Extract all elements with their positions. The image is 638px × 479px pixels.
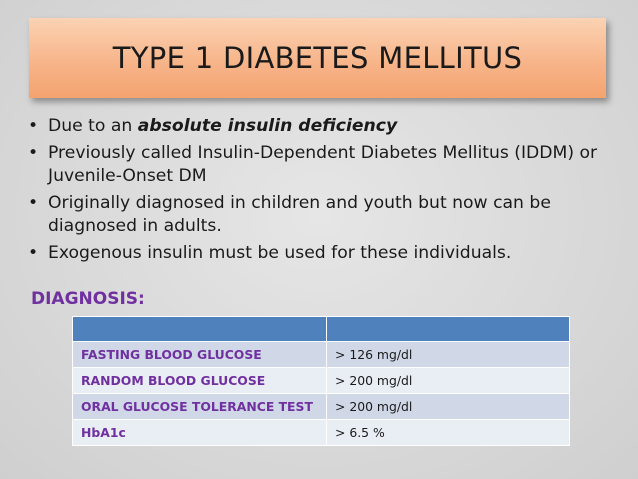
table-row: HbA1c > 6.5 % xyxy=(72,419,570,446)
table-row: FASTING BLOOD GLUCOSE > 126 mg/dl xyxy=(72,341,570,368)
test-value-cell: > 200 mg/dl xyxy=(326,367,570,394)
bullet-item: • Previously called Insulin-Dependent Di… xyxy=(28,142,618,188)
slide-title: TYPE 1 DIABETES MELLITUS xyxy=(112,41,523,75)
test-value-cell: > 126 mg/dl xyxy=(326,341,570,368)
diagnosis-heading: DIAGNOSIS: xyxy=(31,289,145,309)
test-name-cell: RANDOM BLOOD GLUCOSE xyxy=(72,367,327,394)
test-name-cell: ORAL GLUCOSE TOLERANCE TEST xyxy=(72,393,327,420)
bullet-text: Exogenous insulin must be used for these… xyxy=(48,243,512,263)
table-row: RANDOM BLOOD GLUCOSE > 200 mg/dl xyxy=(72,367,570,394)
bullet-dot-icon: • xyxy=(28,143,39,163)
table-row: ORAL GLUCOSE TOLERANCE TEST > 200 mg/dl xyxy=(72,393,570,420)
test-value-cell: > 200 mg/dl xyxy=(326,393,570,420)
bullet-dot-icon: • xyxy=(28,193,39,213)
test-value-cell: > 6.5 % xyxy=(326,419,570,446)
bullet-text: Due to an xyxy=(48,116,138,136)
title-box: TYPE 1 DIABETES MELLITUS xyxy=(29,18,606,98)
bullet-item: • Originally diagnosed in children and y… xyxy=(28,192,618,238)
bullet-text: Previously called Insulin-Dependent Diab… xyxy=(48,143,598,186)
bullet-dot-icon: • xyxy=(28,243,39,263)
diagnosis-table: FASTING BLOOD GLUCOSE > 126 mg/dl RANDOM… xyxy=(72,316,570,446)
table-header-row xyxy=(72,316,570,342)
table-header-cell xyxy=(72,316,327,342)
bullet-emphasis: absolute insulin deficiency xyxy=(137,116,398,136)
bullet-list: • Due to an absolute insulin deficiency … xyxy=(28,115,618,269)
bullet-item: • Due to an absolute insulin deficiency xyxy=(28,115,618,138)
bullet-text: Originally diagnosed in children and you… xyxy=(48,193,551,236)
test-name-cell: HbA1c xyxy=(72,419,327,446)
test-name-cell: FASTING BLOOD GLUCOSE xyxy=(72,341,327,368)
bullet-item: • Exogenous insulin must be used for the… xyxy=(28,242,618,265)
bullet-dot-icon: • xyxy=(28,116,39,136)
table-header-cell xyxy=(326,316,570,342)
